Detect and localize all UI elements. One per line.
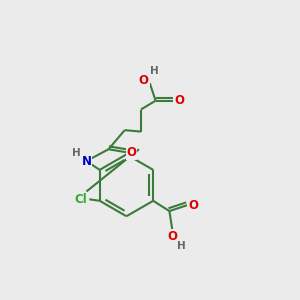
Text: Cl: Cl xyxy=(74,193,87,206)
Text: O: O xyxy=(167,230,177,243)
Text: O: O xyxy=(188,199,198,212)
Text: O: O xyxy=(174,94,184,107)
Text: N: N xyxy=(81,154,92,167)
Text: H: H xyxy=(177,242,186,251)
Text: O: O xyxy=(127,146,136,159)
Text: H: H xyxy=(72,148,80,158)
Text: H: H xyxy=(150,66,158,76)
Text: O: O xyxy=(139,74,149,87)
